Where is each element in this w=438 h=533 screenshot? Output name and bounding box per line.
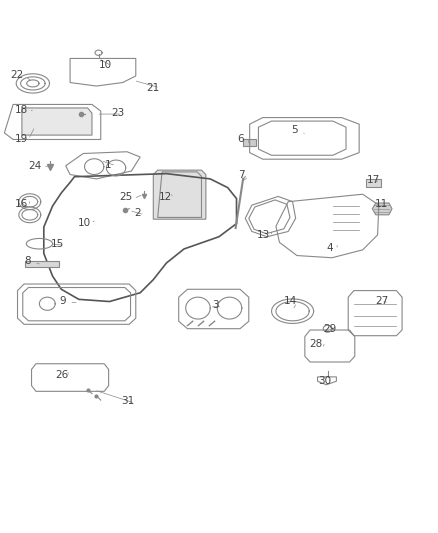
Text: 2: 2 [134, 208, 141, 218]
Text: 7: 7 [238, 171, 245, 180]
Text: 30: 30 [318, 376, 332, 386]
Text: 11: 11 [375, 199, 389, 209]
Text: 29: 29 [323, 324, 336, 334]
Text: 21: 21 [146, 83, 159, 93]
Text: 6: 6 [237, 134, 244, 143]
Text: 1: 1 [105, 160, 112, 170]
Text: 25: 25 [120, 192, 133, 203]
Text: 3: 3 [212, 300, 219, 310]
Polygon shape [25, 261, 59, 266]
Text: 31: 31 [121, 397, 134, 406]
Text: 13: 13 [257, 230, 270, 240]
Text: 15: 15 [51, 239, 64, 249]
Text: 17: 17 [367, 175, 380, 185]
Text: 14: 14 [283, 296, 297, 305]
Text: 28: 28 [310, 340, 323, 350]
Text: 12: 12 [159, 192, 172, 203]
Text: 9: 9 [59, 296, 66, 305]
Text: 27: 27 [375, 296, 389, 305]
Text: 4: 4 [326, 243, 333, 253]
Polygon shape [22, 108, 92, 135]
Text: 10: 10 [99, 60, 112, 70]
Text: 19: 19 [14, 134, 28, 143]
Polygon shape [243, 140, 256, 146]
Text: 24: 24 [28, 161, 42, 171]
Text: 23: 23 [111, 108, 124, 118]
Text: 18: 18 [14, 104, 28, 115]
Text: 16: 16 [14, 199, 28, 209]
Text: 22: 22 [10, 70, 23, 79]
Polygon shape [153, 170, 206, 219]
Polygon shape [372, 203, 392, 215]
Polygon shape [366, 179, 381, 187]
Text: 8: 8 [24, 256, 31, 266]
Text: 5: 5 [291, 125, 298, 135]
Text: 26: 26 [56, 370, 69, 380]
Text: 10: 10 [78, 217, 91, 228]
